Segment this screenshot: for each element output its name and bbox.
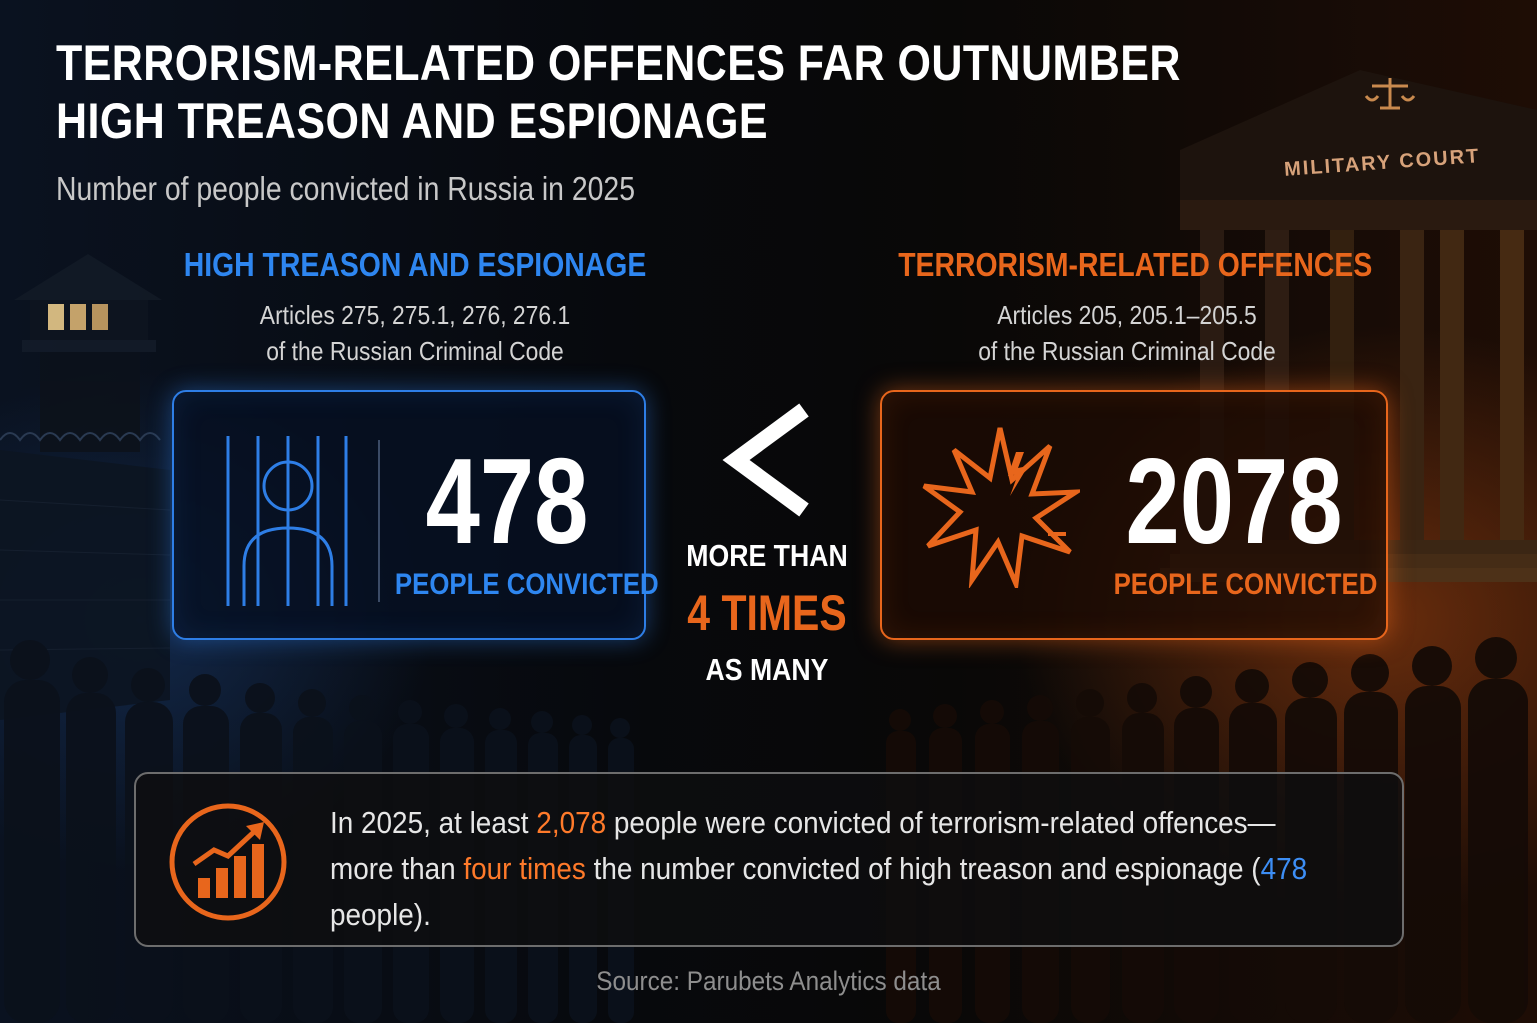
right-value-label: PEOPLE CONVICTED [1113, 568, 1378, 601]
summary-part-3: the number convicted of high treason and… [585, 851, 1261, 886]
left-value: 478 [425, 433, 589, 569]
rising-bar-chart-icon [169, 803, 287, 921]
explosion-icon [922, 427, 1080, 588]
left-value-label: PEOPLE CONVICTED [394, 568, 659, 601]
summary-text: In 2025, at least 2,078 people were conv… [330, 800, 1338, 938]
right-value: 2078 [1125, 433, 1343, 569]
summary-highlight-ratio: four times [463, 851, 586, 886]
left-articles-line-1: Articles 275, 275.1, 276, 276.1 [259, 300, 571, 330]
comparison-line-1: MORE THAN [686, 538, 848, 573]
source-note: Source: Parubets Analytics data [596, 966, 941, 996]
left-articles-line-2: of the Russian Criminal Code [266, 336, 564, 366]
summary-part-2: people were convicted of terrorism-relat… [330, 805, 1276, 886]
page-title: TERRORISM-RELATED OFFENCES FAR OUTNUMBER… [56, 34, 1180, 150]
right-stat-card [880, 390, 1388, 640]
title-line-1: TERRORISM-RELATED OFFENCES FAR OUTNUMBER [56, 35, 1181, 91]
less-than-icon [722, 403, 809, 517]
right-heading: TERRORISM-RELATED OFFENCES [898, 246, 1373, 283]
summary-part-4: people). [330, 897, 431, 932]
right-articles-line-2: of the Russian Criminal Code [978, 336, 1276, 366]
prisoner-behind-bars-icon [226, 436, 348, 606]
left-heading: HIGH TREASON AND ESPIONAGE [183, 246, 647, 283]
summary-highlight-terrorism-count: 2,078 [536, 805, 607, 840]
left-stat-card [172, 390, 646, 640]
summary-box [134, 772, 1404, 947]
barbed-wire [0, 432, 161, 442]
title-line-2: HIGH TREASON AND ESPIONAGE [56, 93, 768, 149]
summary-highlight-treason-count: 478 [1260, 851, 1308, 886]
page-subtitle: Number of people convicted in Russia in … [56, 170, 635, 207]
right-articles-line-1: Articles 205, 205.1–205.5 [997, 300, 1257, 330]
summary-part-1: In 2025, at least [330, 805, 537, 840]
left-divider [378, 440, 380, 602]
comparison-line-2: 4 TIMES [687, 585, 847, 641]
comparison-line-3: AS MANY [705, 652, 829, 687]
watchtower-icon [14, 254, 162, 452]
